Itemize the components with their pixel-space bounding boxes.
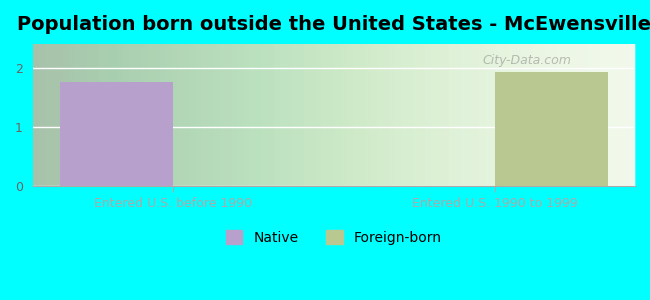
Bar bbox=[495, 72, 608, 186]
Title: Population born outside the United States - McEwensville: Population born outside the United State… bbox=[17, 15, 650, 34]
Legend: Native, Foreign-born: Native, Foreign-born bbox=[220, 225, 448, 250]
Bar bbox=[60, 82, 173, 186]
Text: City-Data.com: City-Data.com bbox=[482, 55, 571, 68]
